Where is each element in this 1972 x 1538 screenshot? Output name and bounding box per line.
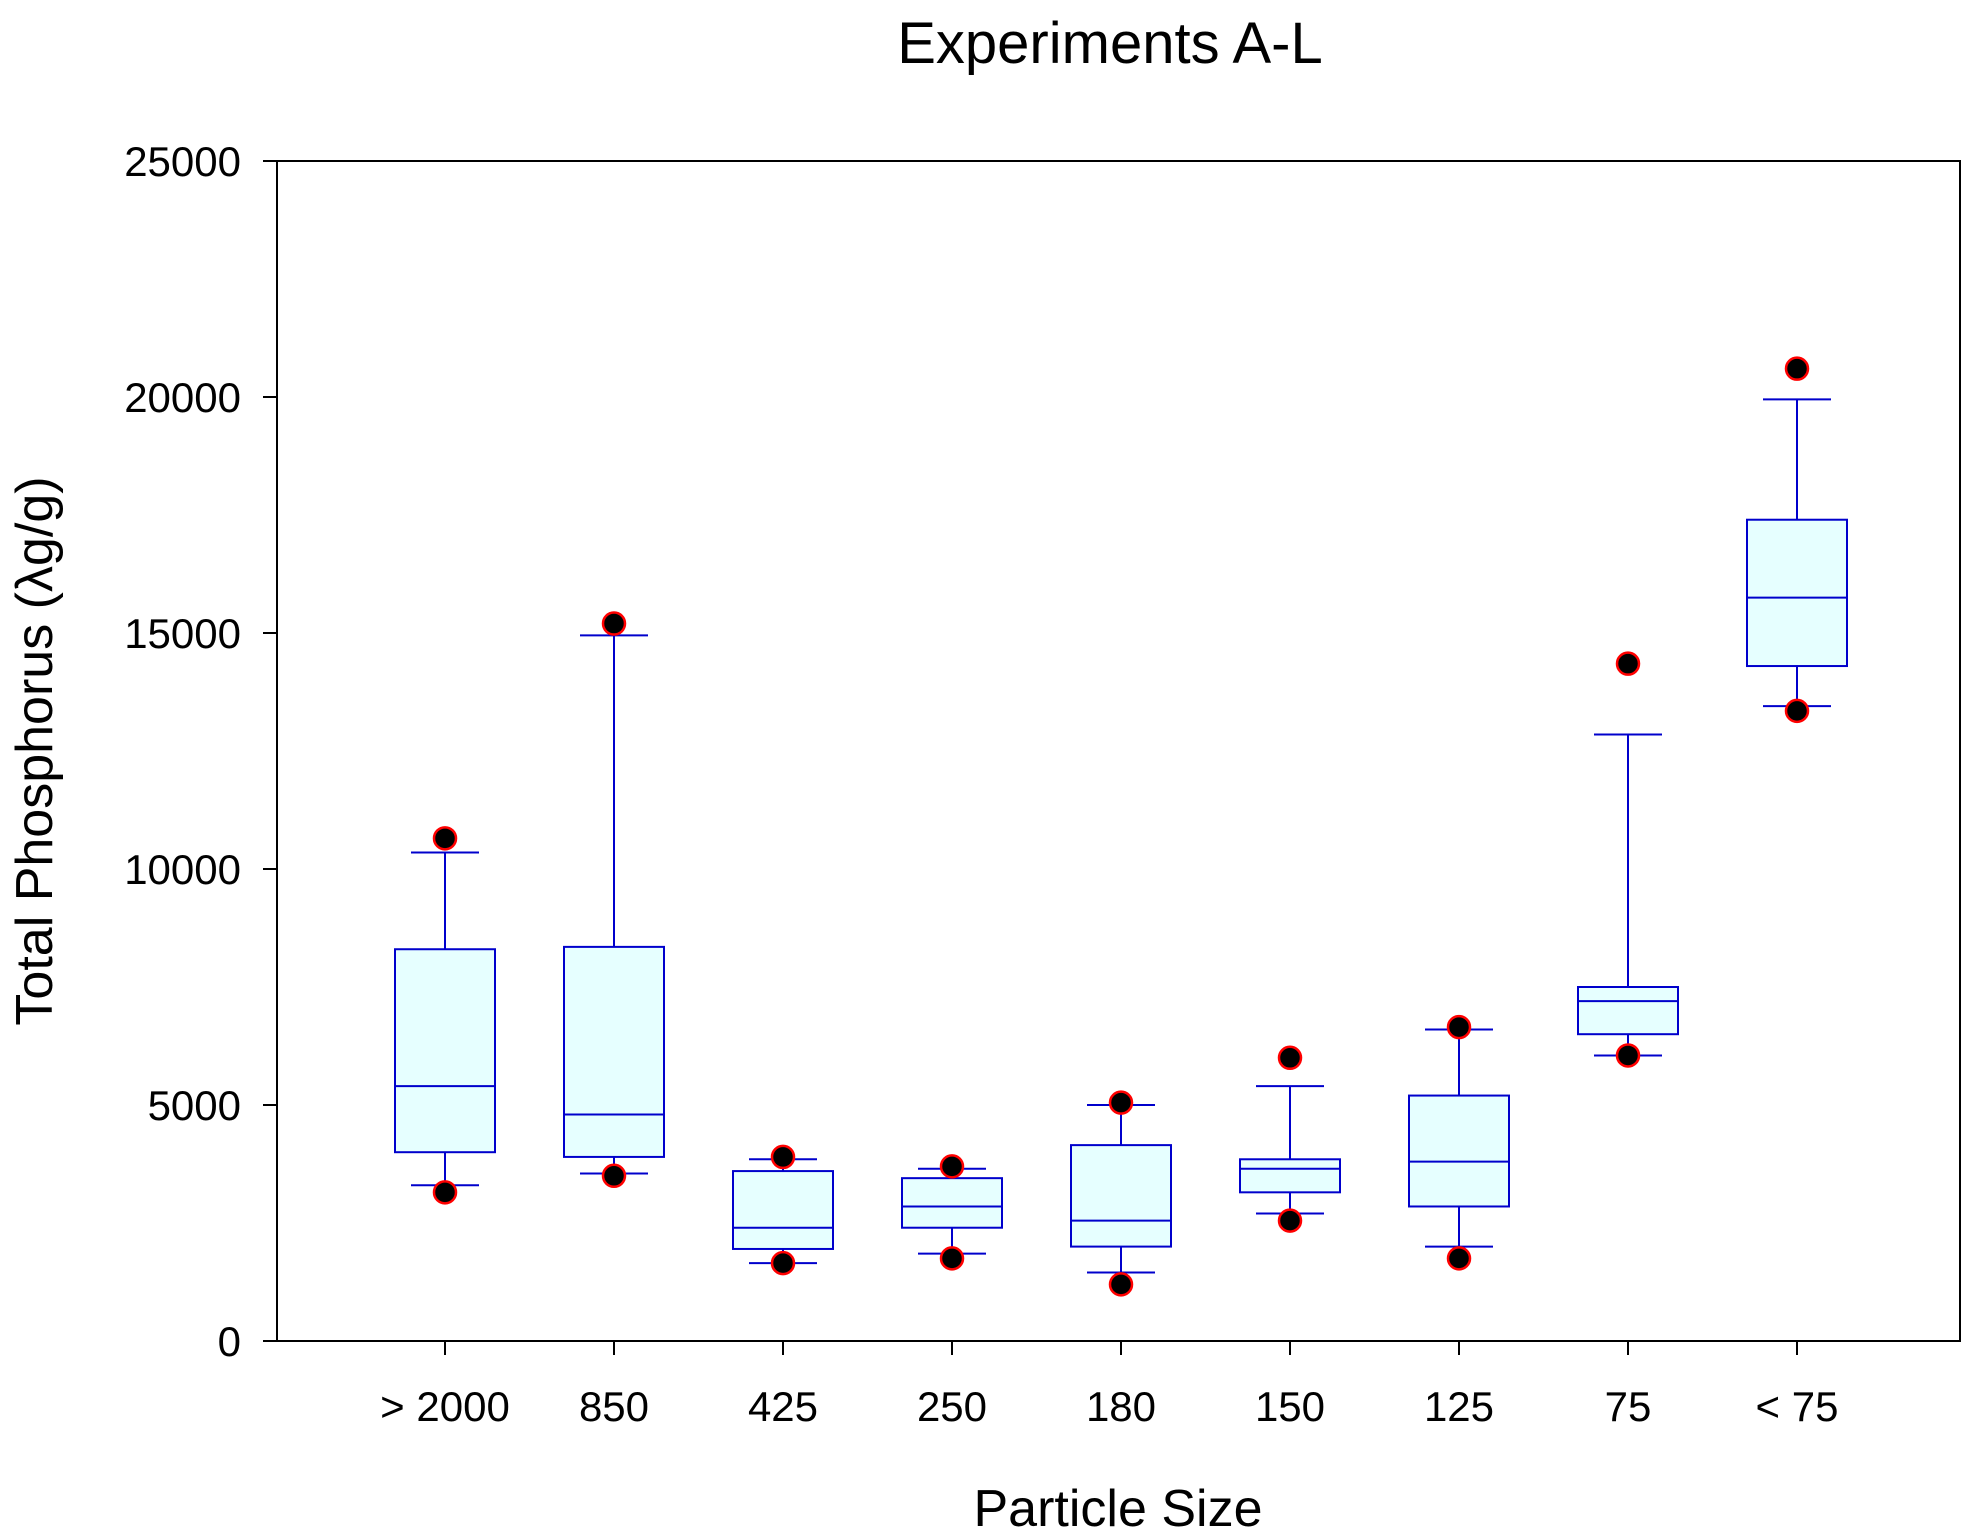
outlier-point (1784, 698, 1810, 724)
outlier-point (1277, 1045, 1303, 1071)
x-tick-label: < 75 (1756, 1383, 1839, 1430)
outlier-point (1615, 651, 1641, 676)
box-group (1577, 651, 1679, 1068)
box-iqr (732, 1170, 834, 1250)
x-tick-label: 250 (917, 1383, 987, 1430)
x-tick-label: > 2000 (380, 1383, 510, 1430)
y-tick-label: 20000 (124, 374, 241, 421)
box-group (1746, 356, 1848, 724)
y-tick-label: 15000 (124, 610, 241, 657)
box-group (901, 1154, 1003, 1271)
outlier-point (1446, 1246, 1472, 1271)
box-group (1408, 1014, 1510, 1271)
y-tick-label: 5000 (148, 1082, 241, 1129)
outlier-point (1108, 1090, 1134, 1115)
y-axis: 0 5000 10000 15000 20000 25000 (124, 138, 277, 1365)
chart-title: Experiments A-L (897, 11, 1323, 76)
box-iqr (563, 945, 665, 1158)
x-axis: > 2000 850 425 250 180 150 125 75 < 75 (380, 1341, 1838, 1430)
outlier-point (601, 1163, 627, 1189)
outlier-point (939, 1154, 965, 1179)
box-group (394, 826, 496, 1205)
box-group (1239, 1045, 1341, 1233)
x-tick-label: 850 (579, 1383, 649, 1430)
box-iqr (394, 948, 496, 1154)
box-group (563, 611, 665, 1189)
box-iqr (1577, 986, 1679, 1036)
box-iqr (1746, 518, 1848, 668)
outlier-point (1615, 1043, 1641, 1068)
outlier-point (770, 1250, 796, 1276)
box-group (1070, 1090, 1172, 1297)
outlier-point (1277, 1208, 1303, 1233)
x-tick-label: 425 (748, 1383, 818, 1430)
box-iqr (901, 1177, 1003, 1229)
y-tick-label: 25000 (124, 138, 241, 185)
outlier-point (1108, 1272, 1134, 1297)
x-tick-label: 150 (1255, 1383, 1325, 1430)
y-tick-label: 10000 (124, 846, 241, 893)
y-tick-label: 0 (218, 1318, 241, 1365)
box-series (394, 356, 1848, 1297)
outlier-point (1784, 356, 1810, 381)
outlier-point (601, 611, 627, 636)
x-tick-label: 180 (1086, 1383, 1156, 1430)
box-iqr (1408, 1094, 1510, 1208)
outlier-point (770, 1144, 796, 1170)
outlier-point (432, 826, 458, 851)
box-iqr (1239, 1158, 1341, 1194)
x-tick-label: 125 (1424, 1383, 1494, 1430)
outlier-point (1446, 1014, 1472, 1040)
y-axis-label: Total Phosphorus (λg/g) (6, 476, 64, 1025)
x-tick-label: 75 (1605, 1383, 1652, 1430)
plot-frame (276, 160, 1961, 1342)
box-group (732, 1144, 834, 1276)
x-axis-label: Particle Size (974, 1480, 1263, 1538)
outlier-point (432, 1180, 458, 1205)
outlier-point (939, 1246, 965, 1271)
box-iqr (1070, 1144, 1172, 1248)
